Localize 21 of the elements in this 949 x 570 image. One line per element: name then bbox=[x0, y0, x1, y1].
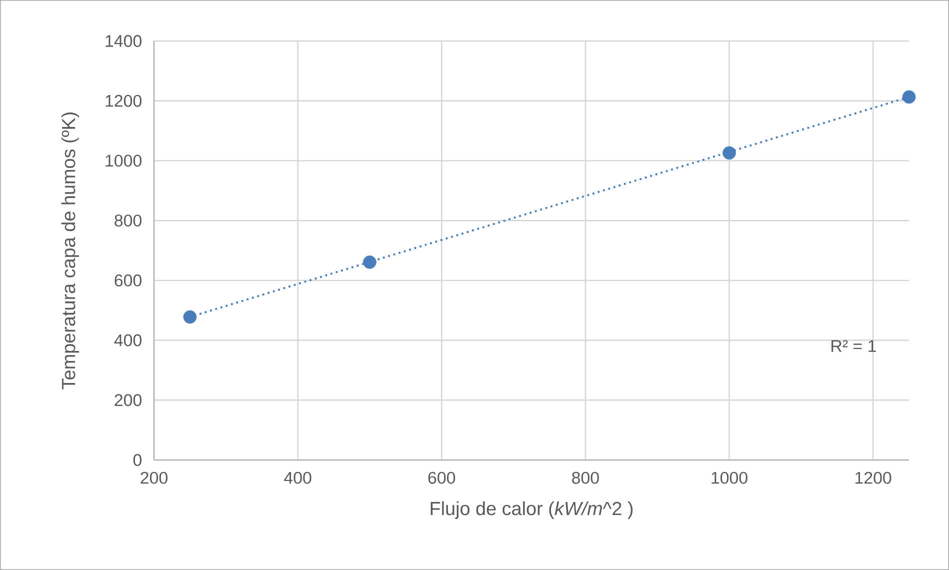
point bbox=[363, 255, 376, 269]
x-tick-label: 1200 bbox=[856, 472, 892, 484]
y-tick-label: 800 bbox=[114, 214, 142, 227]
point bbox=[183, 310, 197, 324]
y-tick-label: 1400 bbox=[106, 35, 142, 47]
y-tick-label: 1200 bbox=[106, 94, 142, 107]
x-axis-title: Flujo de calor (kW/m^2 ) bbox=[430, 501, 633, 519]
x-tick-label: 200 bbox=[140, 472, 168, 484]
y-tick-label: 200 bbox=[114, 394, 142, 406]
point bbox=[722, 146, 736, 160]
x-tick-label: 600 bbox=[428, 472, 456, 484]
x-tick-label: 400 bbox=[284, 472, 312, 484]
y-tick-label: 0 bbox=[133, 454, 142, 466]
x-tick-label: 800 bbox=[572, 472, 599, 484]
x-tick-label: 1000 bbox=[712, 472, 748, 484]
y-tick-label: 1000 bbox=[106, 154, 142, 167]
y-tick-label: 600 bbox=[114, 274, 142, 286]
y-tick-label: 400 bbox=[114, 334, 142, 346]
annotation: R² = 1 bbox=[832, 340, 876, 352]
point bbox=[902, 90, 916, 104]
y-axis-title: Temperatura capa de humos (ºK) bbox=[61, 112, 79, 390]
